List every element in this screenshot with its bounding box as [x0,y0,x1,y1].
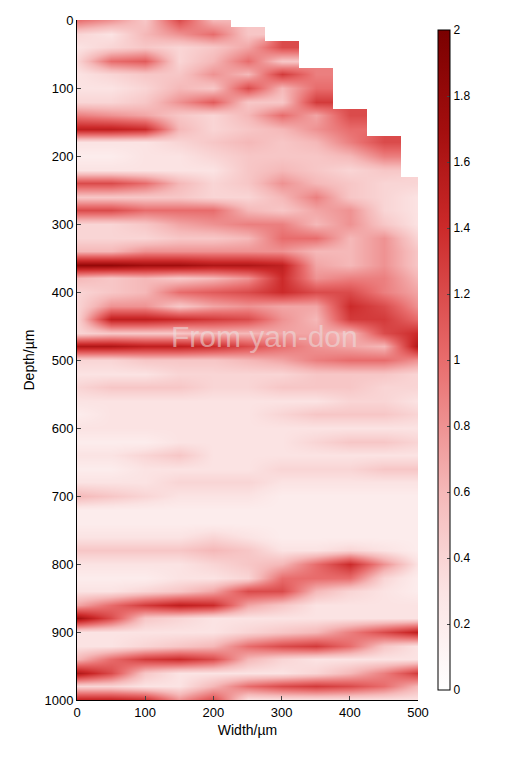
svg-text:800: 800 [52,557,74,572]
svg-text:300: 300 [52,217,74,232]
svg-text:900: 900 [52,625,74,640]
svg-text:0.4: 0.4 [453,551,470,565]
svg-text:600: 600 [52,421,74,436]
svg-text:Depth/µm: Depth/µm [21,330,37,391]
svg-text:1.2: 1.2 [453,287,470,301]
svg-text:100: 100 [52,81,74,96]
svg-text:Width/µm: Width/µm [218,722,277,738]
svg-text:500: 500 [407,705,429,720]
svg-text:0.6: 0.6 [453,485,470,499]
svg-text:1.6: 1.6 [453,155,470,169]
svg-text:2: 2 [453,23,460,37]
svg-text:200: 200 [52,149,74,164]
svg-text:0: 0 [66,13,73,28]
svg-text:0: 0 [73,705,80,720]
svg-text:1.8: 1.8 [453,89,470,103]
svg-text:0: 0 [453,683,460,697]
svg-text:1000: 1000 [44,693,73,708]
svg-text:0.8: 0.8 [453,419,470,433]
svg-text:700: 700 [52,489,74,504]
svg-text:100: 100 [134,705,156,720]
svg-text:500: 500 [52,353,74,368]
svg-text:From yan-don: From yan-don [171,320,358,353]
svg-text:400: 400 [52,285,74,300]
svg-text:0.2: 0.2 [453,617,470,631]
svg-text:300: 300 [271,705,293,720]
svg-text:1: 1 [453,353,460,367]
svg-text:400: 400 [339,705,361,720]
svg-text:1.4: 1.4 [453,221,470,235]
svg-text:200: 200 [203,705,225,720]
